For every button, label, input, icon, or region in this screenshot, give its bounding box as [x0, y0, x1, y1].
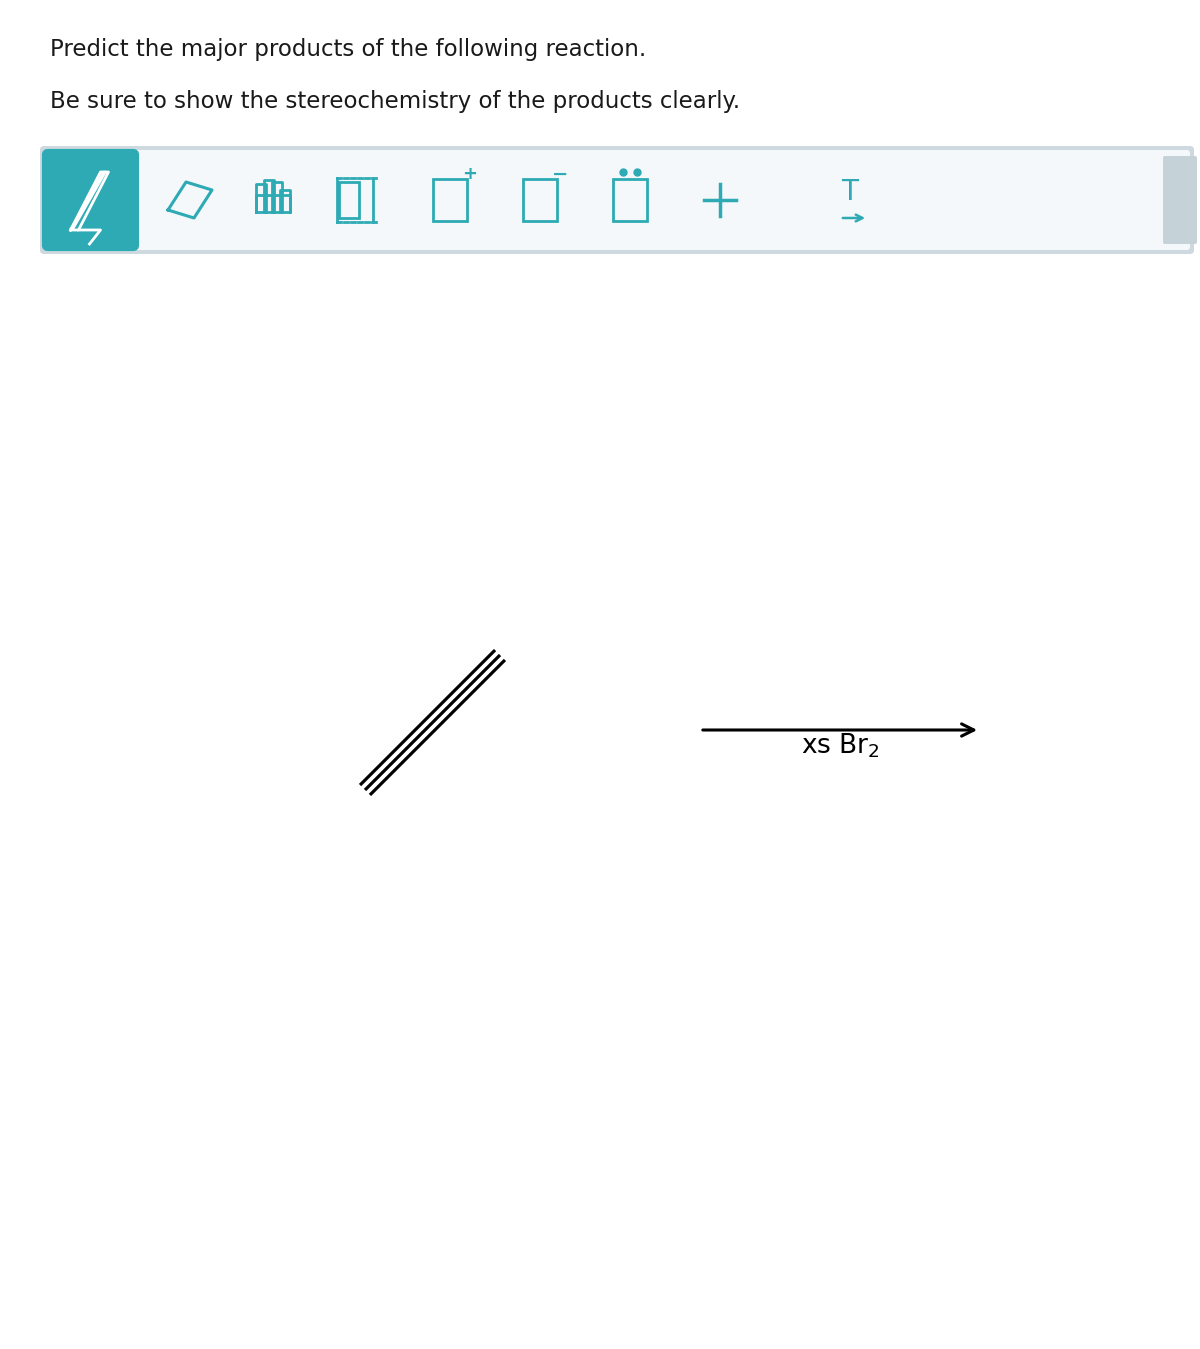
Text: xs Br$_2$: xs Br$_2$: [800, 731, 880, 759]
FancyBboxPatch shape: [1163, 156, 1198, 244]
FancyBboxPatch shape: [40, 146, 1194, 254]
Text: Be sure to show the stereochemistry of the products clearly.: Be sure to show the stereochemistry of t…: [50, 90, 740, 113]
Text: Predict the major products of the following reaction.: Predict the major products of the follow…: [50, 38, 647, 61]
Text: +: +: [462, 165, 478, 183]
FancyBboxPatch shape: [44, 150, 1190, 250]
Text: −: −: [552, 165, 568, 183]
FancyBboxPatch shape: [44, 151, 137, 250]
Text: T: T: [841, 178, 858, 206]
